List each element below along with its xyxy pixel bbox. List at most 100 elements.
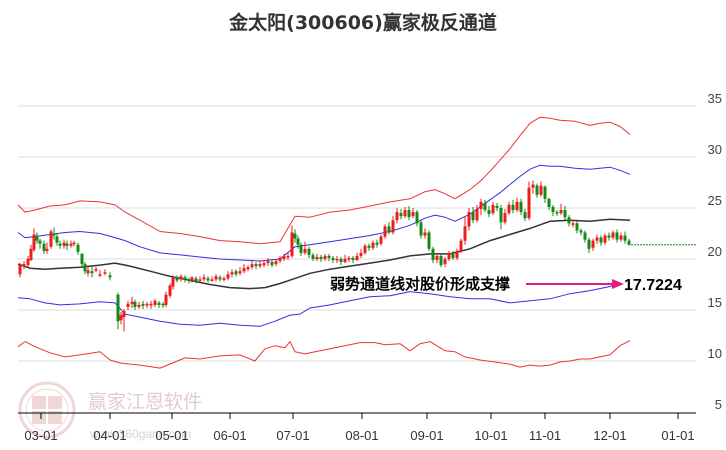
candle [503,209,507,225]
candle [543,185,547,203]
candle [615,229,619,243]
candle [258,261,262,269]
candle [157,300,161,308]
candle [423,228,427,239]
candle [296,235,300,249]
candle [407,205,411,221]
watermark-brand: 赢家江恩软件 [88,391,202,413]
candle [137,301,141,309]
candle [76,242,80,255]
candle [335,255,339,264]
upper-outer-band [17,116,631,245]
candle [230,269,234,278]
candle [266,257,270,267]
candle [347,255,351,263]
candle [315,253,319,262]
candle [18,263,22,278]
candle [379,234,383,246]
candle [116,292,120,330]
candle [383,224,387,239]
candle [290,225,294,258]
candle [42,240,46,254]
candle [171,275,175,290]
candle [579,228,583,236]
candle [351,255,355,264]
candle [395,208,399,224]
lower-inner-band [17,282,621,327]
candle [563,205,567,221]
candle [179,274,183,282]
candle [491,201,495,216]
candle [250,261,254,270]
x-tick-label: 10-01 [474,428,507,443]
y-tick-label: 20 [708,244,722,259]
candle [32,228,36,252]
candle [403,206,407,219]
candle [399,209,403,220]
candle [202,274,206,282]
x-tick-label: 11-01 [529,428,561,443]
candle [587,237,591,253]
candle [246,265,250,272]
x-tick-label: 04-01 [93,428,126,443]
candle [323,253,327,262]
channel-bands [17,116,631,369]
support-annotation: 弱势通道线对股价形成支撑 17.7224 [330,275,682,294]
y-tick-label: 15 [708,295,722,310]
candle [599,235,603,246]
candle [90,266,94,278]
candle [122,308,126,332]
candle [226,271,230,281]
candle [483,199,487,213]
candle [270,260,274,268]
candle [343,254,347,264]
candle [303,241,307,255]
candle [471,206,475,224]
candle [307,246,311,258]
candle [86,267,90,277]
candle [282,253,286,262]
candle [607,232,611,241]
candle [455,248,459,261]
candle [103,269,107,276]
candle [419,220,423,239]
candle [80,252,84,269]
candle [58,240,62,249]
candle [222,276,226,282]
upper-inner-band [17,164,631,262]
x-tick-label: 07-01 [276,428,309,443]
candle [83,262,87,275]
x-tick-label: 09-01 [410,428,443,443]
y-tick-label: 35 [708,91,722,106]
candle [108,272,112,281]
candle [487,205,491,218]
candle [168,283,172,298]
candle [198,276,202,283]
candle [391,216,395,235]
candle [210,276,214,282]
grid-lines [18,105,696,362]
candle [274,259,278,267]
candle [327,253,331,262]
candle [439,253,443,268]
x-tick-label: 08-01 [345,428,378,443]
candle [583,230,587,243]
candle [161,301,165,308]
candle [443,256,447,268]
candle [531,180,535,194]
candle [126,300,130,310]
candle [611,230,615,240]
candle [527,181,531,221]
candle [411,208,415,219]
candle [571,220,575,228]
chart-title: 金太阳(300606)赢家极反通道 [229,12,497,34]
candle [467,208,471,231]
candle [371,240,375,250]
candle [149,300,153,309]
candle [595,234,599,244]
candle [206,276,210,283]
candle [463,217,467,245]
y-tick-label: 25 [708,193,722,208]
candle [175,275,179,283]
candle [130,296,134,308]
